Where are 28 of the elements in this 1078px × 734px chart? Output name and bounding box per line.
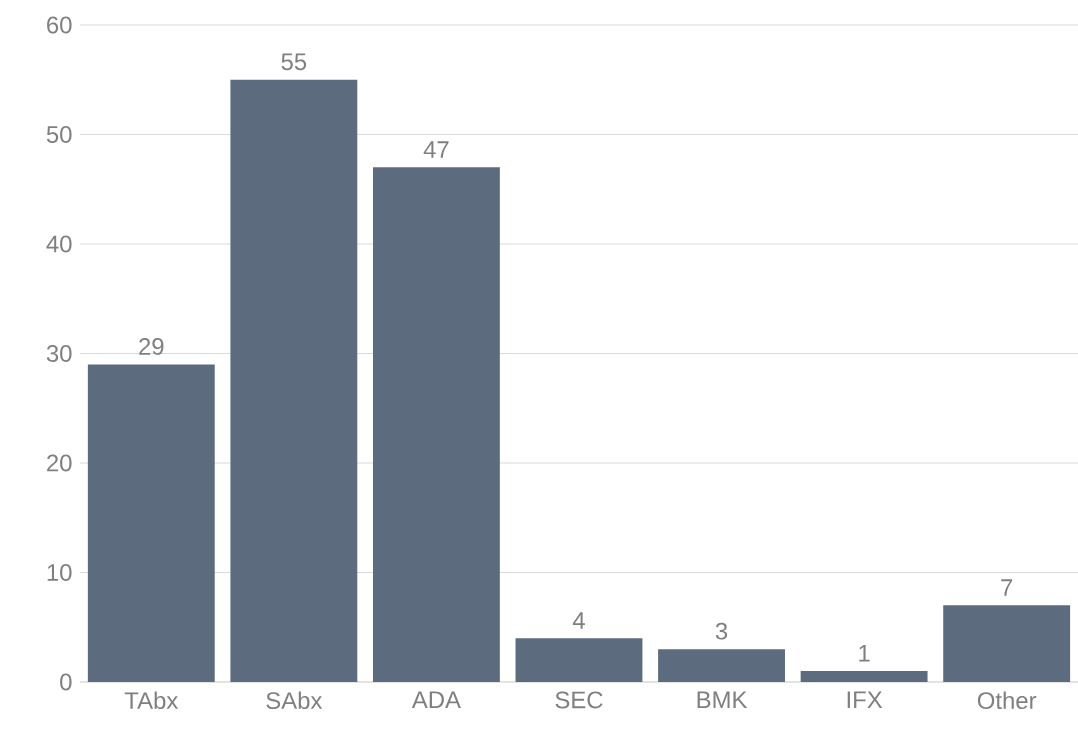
y-tick-label: 50: [46, 126, 72, 143]
bar: [943, 605, 1071, 682]
x-tick-label: IFX: [847, 691, 883, 708]
data-label: 7: [1001, 579, 1013, 596]
y-tick-label: 60: [47, 16, 72, 34]
bar: [87, 364, 215, 682]
data-label: 3: [715, 622, 728, 640]
y-tick-label: 20: [47, 454, 72, 472]
bar: [230, 79, 358, 682]
data-label: 4: [572, 612, 585, 629]
data-label: 55: [281, 53, 307, 71]
y-tick-label: 0: [60, 673, 72, 691]
data-label: 29: [139, 337, 164, 355]
x-tick-label: Other: [977, 691, 1037, 710]
bar: [372, 167, 500, 682]
x-tick-label: ADA: [411, 691, 461, 708]
x-tick-label: SAbx: [266, 691, 323, 710]
x-tick-label: TAbx: [124, 691, 179, 710]
data-label: 1: [859, 645, 870, 662]
x-tick-label: SEC: [555, 691, 603, 709]
y-tick-label: 30: [46, 345, 72, 362]
x-tick-label: BMK: [697, 691, 748, 708]
y-tick-label: 10: [47, 564, 72, 581]
data-label: 47: [423, 141, 449, 158]
bar: [515, 638, 643, 682]
bar: [658, 649, 785, 682]
bar: [800, 671, 928, 682]
y-tick-label: 40: [46, 235, 72, 253]
